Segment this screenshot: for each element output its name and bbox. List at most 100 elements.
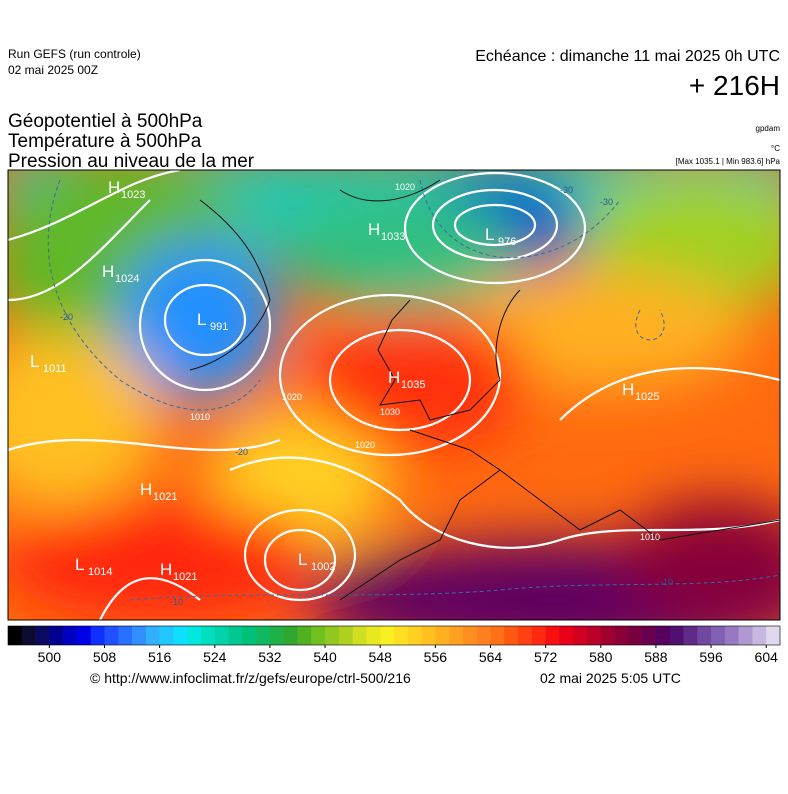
colorbar-tick-label: 500 (38, 649, 62, 665)
colorbar-tick-label: 508 (93, 649, 117, 665)
center-type: L (485, 225, 494, 244)
color-swatch (352, 626, 367, 645)
color-swatch (8, 626, 23, 645)
center-value: 1025 (635, 391, 659, 403)
unit-label: °C (771, 144, 780, 153)
color-swatch (683, 626, 698, 645)
pressure-center: H 1023 (108, 178, 145, 201)
color-swatch (462, 626, 478, 645)
color-swatch (711, 626, 726, 645)
colorbar-tick-label: 572 (534, 649, 558, 665)
center-value: 1011 (43, 363, 67, 375)
contour-label: -10 (170, 597, 183, 607)
color-swatch (132, 626, 147, 645)
colorbar: 500 508 516 524 532 540 548 556 564 572 580 588 596 6… (7, 625, 781, 665)
color-swatch (559, 626, 574, 645)
colorbar-tick-label: 548 (369, 649, 393, 665)
color-swatch (187, 626, 202, 645)
center-value: 976 (498, 236, 516, 248)
color-swatch (531, 626, 546, 645)
contour-label: 1020 (355, 440, 375, 450)
center-value: 1024 (115, 273, 139, 285)
color-swatch (76, 626, 92, 645)
color-swatch (449, 626, 464, 645)
color-swatch (63, 626, 78, 645)
color-swatch (325, 626, 340, 645)
color-swatch (228, 626, 243, 645)
run-label: Run GEFS (run controle) (8, 47, 141, 61)
color-swatch (587, 626, 602, 645)
color-swatch (545, 626, 560, 645)
color-swatch (173, 626, 188, 645)
colorbar-tick-label: 540 (313, 649, 337, 665)
center-type: H (102, 262, 114, 281)
color-swatch (256, 626, 271, 645)
color-swatch (269, 626, 285, 645)
color-swatch (600, 626, 615, 645)
colorbar-tick-label: 580 (589, 649, 613, 665)
color-swatch (35, 626, 50, 645)
pressure-center: L 1014 (75, 555, 112, 578)
center-value: 991 (210, 321, 228, 333)
pressure-center: H 1025 (622, 380, 659, 403)
center-value: 1023 (121, 189, 145, 201)
color-swatch (145, 626, 160, 645)
colorbar-tick-label: 596 (699, 649, 723, 665)
color-swatch (366, 626, 381, 645)
color-swatch (476, 626, 491, 645)
color-swatch (738, 626, 753, 645)
color-swatch (214, 626, 229, 645)
color-swatch (242, 626, 257, 645)
pressure-center: L 991 (197, 310, 228, 333)
center-type: L (298, 550, 307, 569)
color-swatch (201, 626, 216, 645)
center-value: 1035 (401, 379, 425, 391)
color-swatch (49, 626, 64, 645)
source-url: © http://www.infoclimat.fr/z/gefs/europe… (90, 670, 411, 686)
color-swatch (642, 626, 657, 645)
pressure-center: H 1033 (368, 220, 405, 243)
center-value: 1021 (173, 571, 197, 583)
color-swatch (490, 626, 505, 645)
title-line: Pression au niveau de la mer (8, 151, 255, 172)
center-value: 1014 (88, 566, 112, 578)
color-swatch (21, 626, 36, 645)
colorbar-tick-label: 588 (644, 649, 668, 665)
pressure-center: H 1035 (388, 368, 425, 391)
title-line: Géopotentiel à 500hPa (8, 111, 203, 132)
contour-label: -20 (60, 312, 73, 322)
center-type: L (30, 352, 39, 371)
contour-label: -20 (235, 447, 248, 457)
pressure-center: H 1021 (160, 560, 197, 583)
coastlines (189, 179, 780, 601)
color-swatch (504, 626, 519, 645)
lead-time: + 216H (689, 70, 780, 101)
center-value: 1002 (311, 561, 335, 573)
color-swatch (159, 626, 174, 645)
contour-label: -30 (600, 197, 613, 207)
color-swatch (669, 626, 684, 645)
valid-time: Echéance : dimanche 11 mai 2025 0h UTC (475, 48, 780, 65)
center-value: 1033 (381, 231, 405, 243)
colorbar-tick-label: 524 (203, 649, 227, 665)
colorbar-tick-label: 556 (424, 649, 448, 665)
center-type: H (622, 380, 634, 399)
pressure-center: H 1021 (140, 480, 177, 503)
center-type: L (197, 310, 206, 329)
color-swatch (338, 626, 353, 645)
center-type: H (140, 480, 152, 499)
colorbar-tick-label: 516 (148, 649, 172, 665)
pressure-center: L 1002 (298, 550, 335, 573)
map-field (8, 170, 780, 620)
color-swatch (628, 626, 643, 645)
color-swatch (655, 626, 671, 645)
pressure-center: H 1024 (102, 262, 139, 285)
generated-time: 02 mai 2025 5:05 UTC (540, 670, 681, 686)
center-type: H (368, 220, 380, 239)
run-date: 02 mai 2025 00Z (8, 63, 98, 77)
center-type: L (75, 555, 84, 574)
center-type: H (108, 178, 120, 197)
isobars (8, 170, 780, 620)
colorbar-tick-label: 564 (479, 649, 503, 665)
